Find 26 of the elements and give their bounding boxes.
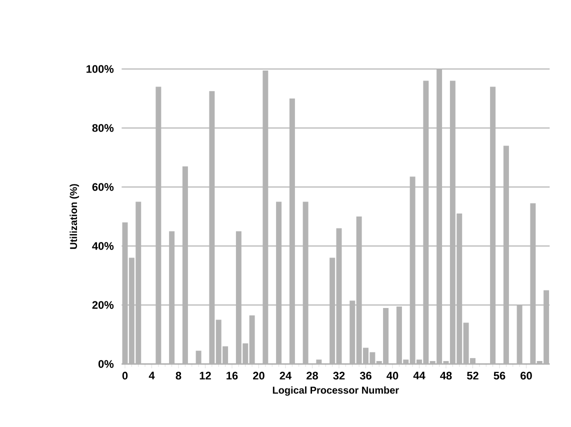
bar: [196, 350, 202, 364]
x-tick-label: 36: [360, 372, 372, 380]
x-tick-label: 20: [253, 372, 264, 380]
x-tick-label: 0: [122, 372, 128, 380]
x-tick-label: 16: [226, 372, 238, 380]
y-tick-label: 60%: [92, 183, 114, 191]
bar: [316, 360, 322, 364]
x-tick-label: 32: [333, 372, 345, 380]
y-tick-label: 0%: [98, 360, 114, 368]
x-tick-label: 12: [200, 372, 211, 380]
x-tick-label: 48: [440, 372, 452, 380]
y-tick-label: 40%: [92, 242, 114, 250]
x-axis-title: Logical Processor Number: [272, 386, 399, 396]
x-tick-label: 44: [413, 372, 426, 380]
y-tick-label: 80%: [92, 124, 114, 132]
x-tick-label: 8: [176, 372, 182, 380]
x-tick-label: 40: [386, 372, 398, 380]
y-axis-title: Utilization (%): [70, 184, 80, 249]
x-tick-label: 56: [494, 372, 506, 380]
x-tick-label: 52: [467, 372, 478, 380]
x-tick-label: 24: [280, 372, 292, 380]
y-tick-label: 20%: [92, 301, 114, 309]
x-tick-label: 28: [306, 372, 318, 380]
y-tick-label: 100%: [86, 65, 114, 73]
x-tick-label: 4: [148, 372, 155, 380]
x-tick-label: 60: [520, 372, 532, 380]
